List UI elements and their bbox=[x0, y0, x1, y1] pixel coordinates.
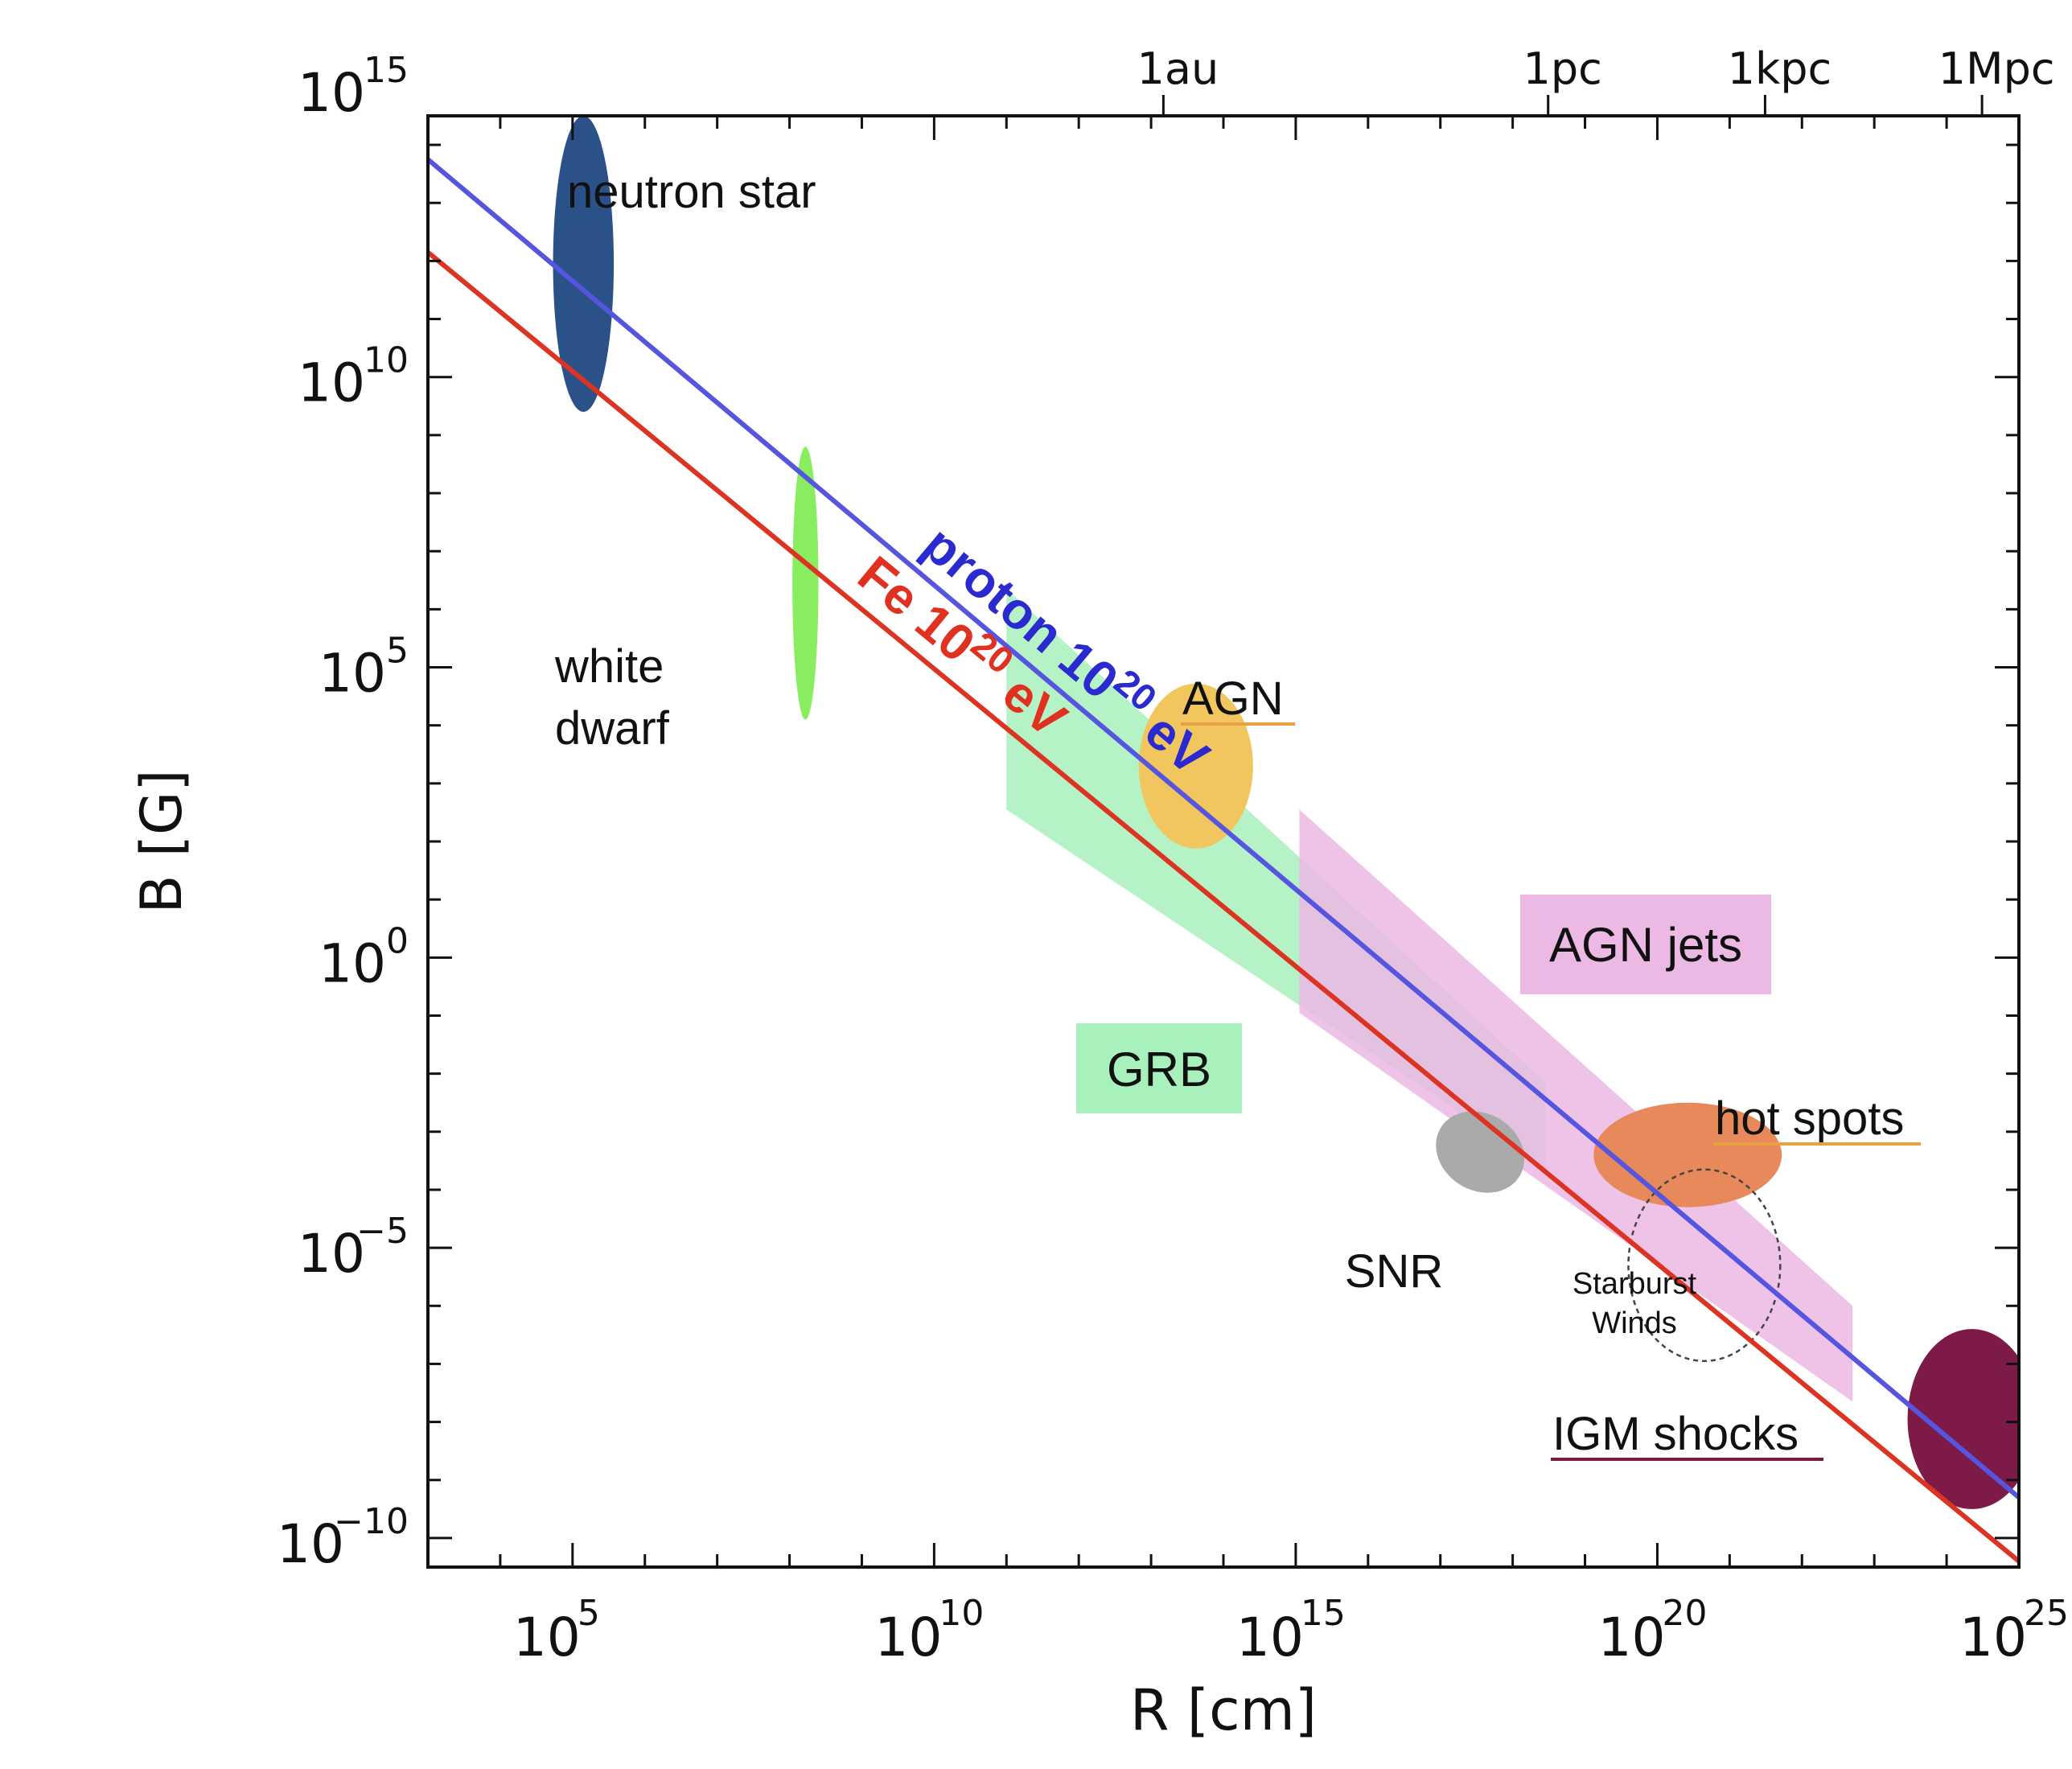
x-tick-label: 1020 bbox=[1597, 1593, 1707, 1668]
label-agn-jets: AGN jets bbox=[1549, 918, 1742, 972]
svg-text:10: 10 bbox=[364, 340, 409, 381]
axis-ticks bbox=[426, 95, 2021, 1567]
svg-text:15: 15 bbox=[364, 50, 409, 91]
label-white-dwarf-line1: white bbox=[554, 640, 664, 693]
label-snr: SNR bbox=[1345, 1245, 1443, 1298]
ellipse-snr bbox=[1436, 1111, 1525, 1193]
svg-text:5: 5 bbox=[386, 631, 409, 672]
svg-text:10: 10 bbox=[277, 1513, 344, 1575]
svg-text:10: 10 bbox=[319, 932, 386, 994]
label-starburst-line2: Winds bbox=[1592, 1306, 1677, 1340]
svg-text:10: 10 bbox=[513, 1606, 581, 1668]
x-tick-label: 105 bbox=[513, 1593, 600, 1668]
svg-text:10: 10 bbox=[1597, 1606, 1665, 1668]
label-white-dwarf-line2: dwarf bbox=[555, 702, 670, 755]
y-axis-title: B [G] bbox=[129, 769, 195, 913]
ellipse-white-dwarf bbox=[792, 446, 819, 720]
agn-jets-label-box bbox=[1520, 895, 1771, 994]
label-grb: GRB bbox=[1107, 1043, 1211, 1096]
svg-text:15: 15 bbox=[1301, 1593, 1346, 1634]
top-tick-label-1au: 1au bbox=[1137, 43, 1219, 94]
top-tick-label-1pc: 1pc bbox=[1523, 43, 1602, 94]
label-agn: AGN bbox=[1182, 673, 1284, 725]
region-agn-jets bbox=[1299, 809, 1853, 1402]
y-tick-label: 10 5 bbox=[319, 631, 409, 705]
svg-text:25: 25 bbox=[2024, 1593, 2069, 1634]
label-igm-shocks: IGM shocks bbox=[1552, 1408, 1799, 1460]
x-axis-title: R [cm] bbox=[1130, 1677, 1317, 1743]
svg-text:10: 10 bbox=[298, 352, 365, 414]
ellipse-starburst-winds bbox=[1627, 1168, 1782, 1363]
label-hot-spots: hot spots bbox=[1715, 1092, 1904, 1145]
top-tick-label-1mpc: 1Mpc bbox=[1938, 43, 2055, 94]
svg-text:10: 10 bbox=[298, 1223, 365, 1285]
y-tick-label: 10−10 bbox=[277, 1501, 409, 1575]
svg-text:−5: −5 bbox=[356, 1211, 409, 1252]
y-tick-label: 10−5 bbox=[298, 1211, 409, 1285]
svg-text:10: 10 bbox=[319, 643, 386, 705]
svg-text:10: 10 bbox=[1959, 1606, 2027, 1668]
svg-text:10: 10 bbox=[939, 1593, 984, 1634]
ellipse-igm-shocks bbox=[1907, 1329, 2019, 1509]
grb-label-box bbox=[1076, 1023, 1242, 1113]
svg-text:20: 20 bbox=[1662, 1593, 1707, 1634]
top-tick-label-1kpc: 1kpc bbox=[1728, 43, 1832, 94]
svg-text:5: 5 bbox=[578, 1593, 600, 1634]
ellipse-neutron-star bbox=[553, 116, 615, 413]
hillas-lines bbox=[428, 157, 2019, 1564]
svg-text:10: 10 bbox=[298, 62, 365, 124]
line-proton bbox=[428, 157, 2019, 1500]
line-fe bbox=[428, 250, 2019, 1564]
svg-text:−10: −10 bbox=[334, 1501, 409, 1542]
label-starburst-line1: Starburst bbox=[1572, 1267, 1697, 1301]
shaded-regions bbox=[1006, 589, 1853, 1402]
svg-text:0: 0 bbox=[386, 920, 409, 961]
y-tick-label: 10 0 bbox=[319, 920, 409, 994]
svg-text:10: 10 bbox=[1236, 1606, 1304, 1668]
svg-text:10: 10 bbox=[874, 1606, 942, 1668]
label-neutron-star: neutron star bbox=[567, 166, 816, 218]
